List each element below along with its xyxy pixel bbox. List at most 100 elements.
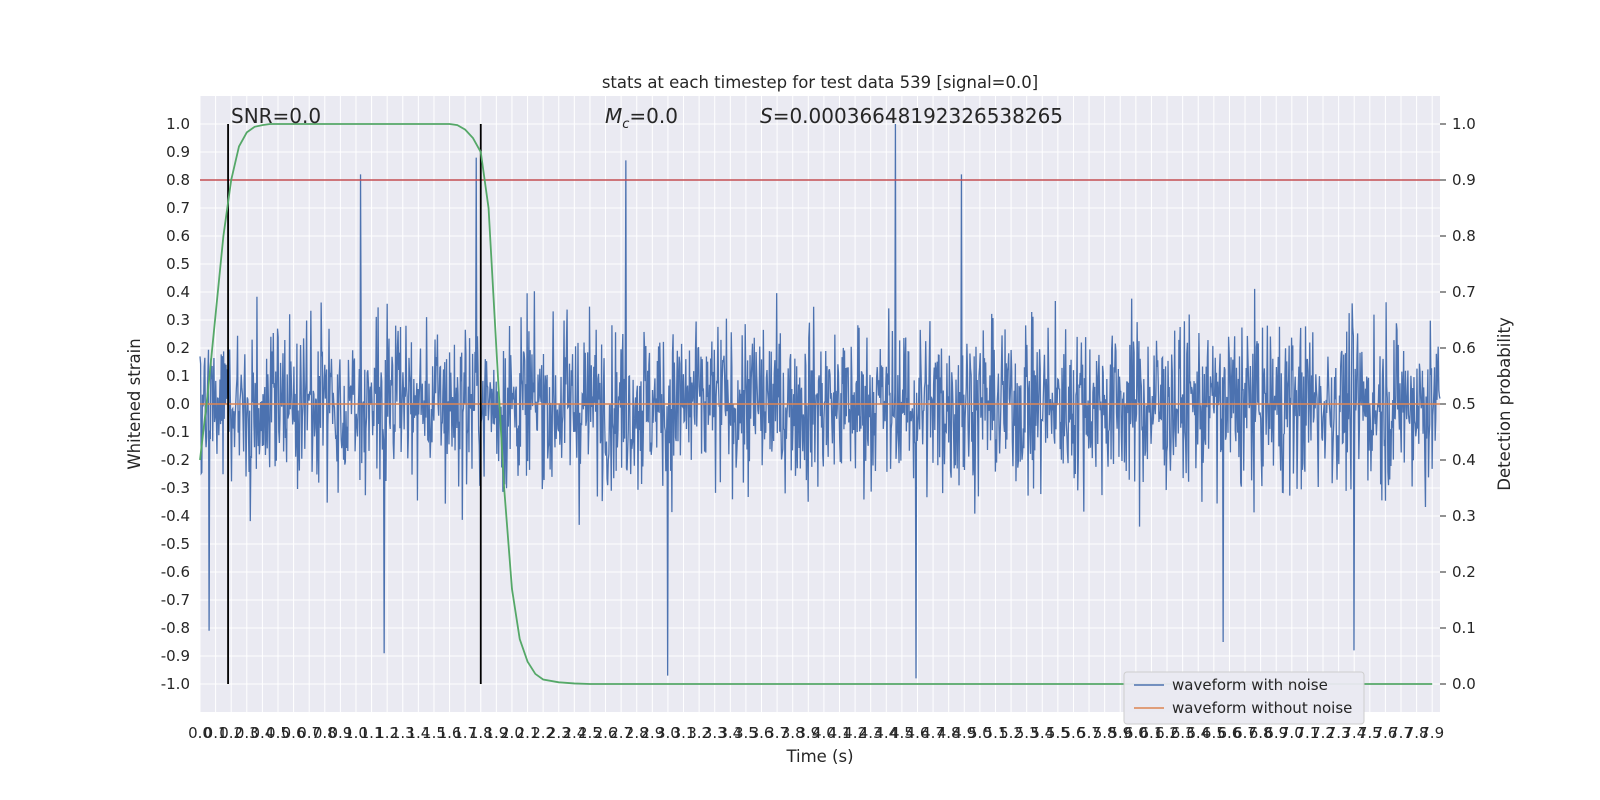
x-tick-label: 4.5 — [890, 724, 914, 742]
y-tick-label: 0.3 — [166, 311, 190, 329]
x-tick-label: 6.1 — [1140, 724, 1164, 742]
legend: waveform with noise waveform without noi… — [1123, 671, 1365, 725]
y2-tick-label: 1.0 — [1452, 115, 1476, 133]
x-tick-label: 0.0 — [188, 724, 212, 742]
s-annotation: S=0.00036648192326538265 — [760, 104, 1063, 128]
x-tick-label: 2.2 — [531, 724, 555, 742]
x-tick-label: 5.7 — [1077, 724, 1101, 742]
x-tick-label: 2.3 — [547, 724, 571, 742]
y-tick-label: 0.7 — [166, 199, 190, 217]
mc-annotation: Mc=0.0 — [605, 104, 678, 132]
x-tick-label: 1.1 — [360, 724, 384, 742]
s-value: =0.00036648192326538265 — [773, 104, 1063, 128]
s-symbol: S — [760, 104, 773, 128]
x-tick-label: 3.7 — [765, 724, 789, 742]
y-tick-label: 0.6 — [166, 227, 190, 245]
x-tick-label: 7.0 — [1280, 724, 1304, 742]
x-tick-label: 0.8 — [313, 724, 337, 742]
y-tick-label: -0.8 — [161, 619, 190, 637]
x-tick-label: 3.3 — [703, 724, 727, 742]
x-tick-label: 1.7 — [453, 724, 477, 742]
y-tick-label: 0.4 — [166, 283, 190, 301]
x-axis-ticks: 0.00.10.20.30.40.50.60.70.80.91.01.11.21… — [188, 724, 1444, 742]
x-tick-label: 4.6 — [906, 724, 930, 742]
x-tick-label: 7.3 — [1327, 724, 1351, 742]
y-tick-label: 0.0 — [166, 395, 190, 413]
snr-annotation: SNR=0.0 — [231, 104, 321, 128]
x-axis-label: Time (s) — [785, 747, 853, 766]
legend-label-clean: waveform without noise — [1172, 699, 1352, 717]
x-tick-label: 7.9 — [1420, 724, 1444, 742]
x-tick-label: 7.1 — [1295, 724, 1319, 742]
x-tick-label: 1.2 — [375, 724, 399, 742]
legend-label-noisy: waveform with noise — [1172, 676, 1328, 694]
y2-tick-label: 0.5 — [1452, 395, 1476, 413]
y-tick-label: -1.0 — [161, 675, 190, 693]
x-tick-label: 6.2 — [1155, 724, 1179, 742]
y2-axis-ticks: 1.0 0.9 0.8 0.7 0.6 0.5 0.4 0.3 0.2 0.1 0.0 — [1440, 115, 1476, 693]
x-tick-label: 0.6 — [282, 724, 306, 742]
x-tick-label: 3.5 — [734, 724, 758, 742]
x-tick-label: 7.5 — [1358, 724, 1382, 742]
y-tick-label: 0.8 — [166, 171, 190, 189]
x-tick-label: 6.3 — [1171, 724, 1195, 742]
x-tick-label: 1.3 — [391, 724, 415, 742]
x-tick-label: 0.7 — [297, 724, 321, 742]
y-tick-label: -0.6 — [161, 563, 190, 581]
x-tick-label: 3.6 — [750, 724, 774, 742]
y2-tick-label: 0.3 — [1452, 507, 1476, 525]
x-tick-label: 6.4 — [1186, 724, 1210, 742]
y-tick-label: 0.2 — [166, 339, 190, 357]
y-axis-ticks: 1.0 0.9 0.8 0.7 0.6 0.5 0.4 0.3 0.2 0.1 0.0 -0.1 -0.… — [161, 115, 190, 693]
x-tick-label: 4.8 — [937, 724, 961, 742]
y2-tick-label: 0.7 — [1452, 283, 1476, 301]
y2-tick-label: 0.2 — [1452, 563, 1476, 581]
x-tick-label: 5.2 — [999, 724, 1023, 742]
x-tick-label: 7.2 — [1311, 724, 1335, 742]
x-tick-label: 7.7 — [1389, 724, 1413, 742]
x-tick-label: 2.1 — [516, 724, 540, 742]
x-tick-label: 6.5 — [1202, 724, 1226, 742]
x-tick-label: 3.9 — [796, 724, 820, 742]
y2-tick-label: 0.8 — [1452, 227, 1476, 245]
x-tick-label: 6.7 — [1233, 724, 1257, 742]
mc-symbol: M — [605, 104, 622, 128]
x-tick-label: 1.8 — [469, 724, 493, 742]
x-tick-label: 2.5 — [578, 724, 602, 742]
x-tick-label: 0.1 — [204, 724, 228, 742]
x-tick-label: 7.8 — [1405, 724, 1429, 742]
y-tick-label: 0.9 — [166, 143, 190, 161]
x-tick-label: 4.0 — [812, 724, 836, 742]
x-tick-label: 7.4 — [1342, 724, 1366, 742]
x-tick-label: 5.3 — [1015, 724, 1039, 742]
x-tick-label: 5.4 — [1030, 724, 1054, 742]
x-tick-label: 1.5 — [422, 724, 446, 742]
x-tick-label: 3.4 — [718, 724, 742, 742]
x-tick-label: 5.8 — [1093, 724, 1117, 742]
y2-tick-label: 0.4 — [1452, 451, 1476, 469]
x-tick-label: 3.1 — [672, 724, 696, 742]
x-tick-label: 2.8 — [625, 724, 649, 742]
y2-axis-label: Detection probability — [1495, 317, 1514, 491]
x-tick-label: 0.5 — [266, 724, 290, 742]
y-tick-label: -0.7 — [161, 591, 190, 609]
y-tick-label: -0.9 — [161, 647, 190, 665]
y2-tick-label: 0.1 — [1452, 619, 1476, 637]
x-tick-label: 6.6 — [1218, 724, 1242, 742]
y2-tick-label: 0.0 — [1452, 675, 1476, 693]
y-tick-label: 1.0 — [166, 115, 190, 133]
x-tick-label: 6.9 — [1264, 724, 1288, 742]
x-tick-label: 3.8 — [781, 724, 805, 742]
x-tick-label: 1.0 — [344, 724, 368, 742]
x-tick-label: 5.9 — [1108, 724, 1132, 742]
x-tick-label: 1.4 — [406, 724, 430, 742]
x-tick-label: 0.2 — [219, 724, 243, 742]
mc-subscript: c — [622, 117, 629, 132]
x-tick-label: 2.4 — [562, 724, 586, 742]
x-tick-label: 4.4 — [874, 724, 898, 742]
x-tick-label: 0.9 — [328, 724, 352, 742]
x-tick-label: 0.4 — [250, 724, 274, 742]
y-tick-label: 0.1 — [166, 367, 190, 385]
x-tick-label: 4.7 — [921, 724, 945, 742]
